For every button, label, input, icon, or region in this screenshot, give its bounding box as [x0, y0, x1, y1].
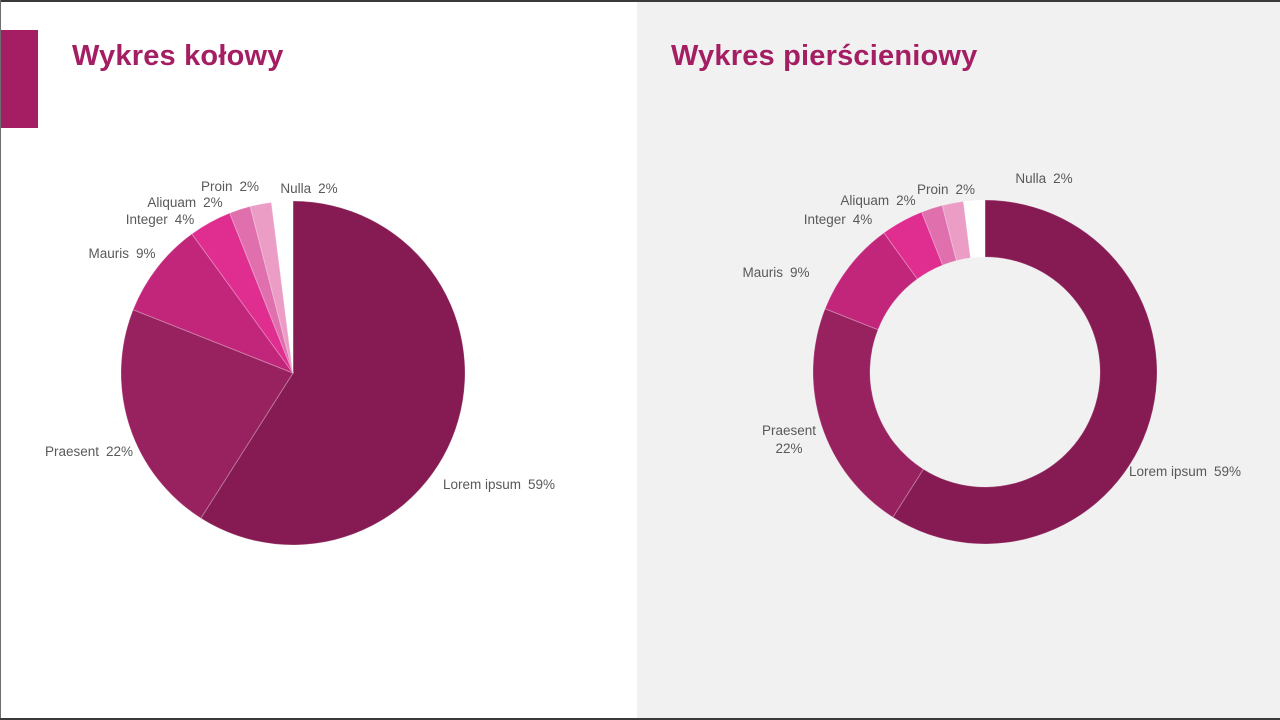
- donut-slice-aliquam[interactable]: [921, 204, 958, 266]
- slice-label-name: Integer: [125, 212, 168, 228]
- donut-slide-title: Wykres pierścieniowy: [671, 40, 978, 72]
- pie-label-nulla: Nulla 2%: [280, 180, 337, 198]
- donut-slice-praesent[interactable]: [812, 308, 925, 518]
- bottom-border: [0, 718, 1280, 720]
- top-border: [0, 0, 1280, 2]
- pie-slice-integer[interactable]: [191, 212, 294, 374]
- slice-label-value: 2%: [239, 179, 260, 195]
- slice-label-value: 59%: [1214, 464, 1242, 480]
- slice-label-value: 2%: [896, 193, 916, 209]
- accent-bar: [0, 30, 38, 128]
- slice-label-value: 2%: [203, 195, 223, 211]
- donut-slice-integer[interactable]: [883, 211, 944, 280]
- pie-slice-proin[interactable]: [249, 201, 294, 374]
- donut-label-mauris: Mauris 9%: [742, 264, 809, 282]
- pie-label-proin: Proin 2%: [201, 178, 259, 196]
- slice-label-value: 22%: [106, 444, 134, 460]
- slice-label-name: Lorem ipsum: [442, 477, 521, 493]
- donut-slice-nulla[interactable]: [962, 199, 986, 259]
- pie-label-mauris: Mauris 9%: [88, 245, 155, 263]
- pie-label-integer: Integer 4%: [126, 211, 195, 229]
- donut-label-aliquam: Aliquam 2%: [840, 192, 915, 210]
- slice-label-value: 2%: [318, 181, 338, 197]
- pie-label-aliquam: Aliquam 2%: [147, 194, 222, 212]
- slice-label-name: Mauris: [88, 246, 129, 262]
- donut-label-integer: Integer 4%: [804, 211, 873, 229]
- pie-slide-title: Wykres kołowy: [72, 40, 284, 72]
- slice-label-name: Praesent: [761, 423, 817, 439]
- pie-label-praesent: Praesent 22%: [45, 443, 133, 461]
- slice-label-name: Nulla: [1015, 171, 1047, 187]
- slice-label-value: 4%: [174, 212, 195, 228]
- slice-label-name: Integer: [803, 212, 846, 228]
- donut-slice-lorem-ipsum[interactable]: [892, 199, 1158, 545]
- pie-slice-praesent[interactable]: [120, 309, 294, 519]
- donut-label-praesent: Praesent 22%: [762, 422, 816, 458]
- slide-donut-chart: Wykres pierścieniowy Lorem ipsum 59% Praes…: [637, 0, 1280, 720]
- slice-label-value: 4%: [852, 212, 873, 228]
- slice-label-name: Praesent: [44, 444, 100, 460]
- donut-slice-proin[interactable]: [941, 200, 972, 262]
- pie-label-lorem-ipsum: Lorem ipsum 59%: [443, 476, 555, 494]
- slice-label-value: 2%: [1053, 171, 1073, 187]
- pie-slice-mauris[interactable]: [132, 233, 295, 375]
- pie-chart[interactable]: [0, 0, 637, 720]
- donut-label-lorem-ipsum: Lorem ipsum 59%: [1129, 463, 1241, 481]
- slice-label-name: Mauris: [742, 265, 783, 281]
- slice-label-name: Aliquam: [147, 195, 197, 211]
- slice-label-value: 2%: [955, 182, 976, 198]
- slice-label-value: 9%: [136, 246, 156, 262]
- pie-slice-lorem-ipsum[interactable]: [200, 200, 466, 546]
- slide-pie-chart: Wykres kołowy Lorem ipsum 59% Praesent 22% M…: [0, 0, 637, 720]
- slice-label-value: 22%: [775, 441, 803, 456]
- pie-slice-nulla[interactable]: [270, 200, 294, 374]
- slice-label-name: Lorem ipsum: [1128, 464, 1207, 480]
- slice-label-name: Nulla: [280, 181, 312, 197]
- donut-chart[interactable]: [637, 0, 1280, 720]
- pie-slice-aliquam[interactable]: [229, 205, 294, 374]
- slice-label-value: 59%: [528, 477, 556, 493]
- donut-label-nulla: Nulla 2%: [1015, 170, 1072, 188]
- left-border: [0, 0, 1, 720]
- slice-label-name: Proin: [200, 179, 233, 195]
- slice-label-name: Aliquam: [840, 193, 890, 209]
- slice-label-value: 9%: [790, 265, 810, 281]
- donut-label-proin: Proin 2%: [917, 181, 975, 199]
- slice-label-name: Proin: [916, 182, 949, 198]
